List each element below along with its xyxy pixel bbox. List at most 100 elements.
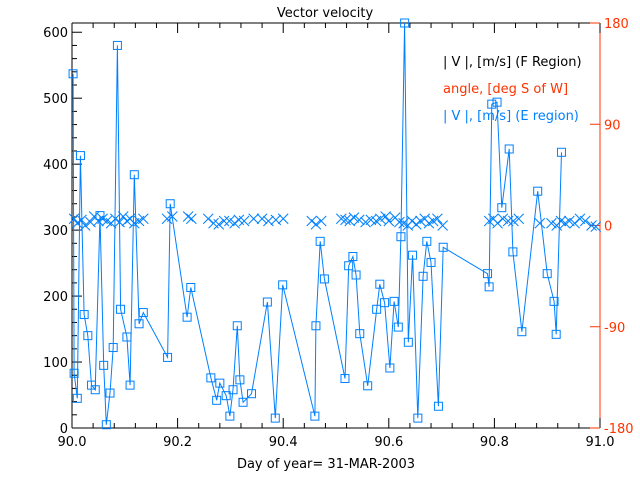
y-left-tick-label: 100 xyxy=(43,356,68,371)
data-point-x xyxy=(360,216,371,228)
x-marker-stroke xyxy=(85,216,96,228)
x-marker-stroke xyxy=(248,213,259,225)
data-point-square xyxy=(389,296,399,306)
y-right-tick-label: -90 xyxy=(604,321,625,336)
x-marker-stroke xyxy=(79,220,91,231)
x-marker-stroke xyxy=(233,214,245,226)
data-point-square xyxy=(413,413,423,423)
data-point-square xyxy=(315,236,325,246)
data-point-square xyxy=(112,40,122,50)
x-marker-stroke xyxy=(208,217,219,229)
y-left-tick-label: 400 xyxy=(43,158,68,173)
series-angle xyxy=(68,211,602,232)
data-point-square xyxy=(400,18,410,28)
data-point-x xyxy=(344,215,356,227)
legend-entry-e-region: | V |, [m/s] (E region) xyxy=(443,109,579,124)
data-point-square xyxy=(355,329,365,339)
x-marker-stroke xyxy=(497,213,509,225)
data-point-square xyxy=(556,147,566,157)
x-marker-stroke xyxy=(353,214,365,226)
data-point-x xyxy=(508,215,519,227)
x-marker-stroke xyxy=(277,213,289,225)
data-point-x xyxy=(306,215,318,227)
data-point-square xyxy=(311,321,321,331)
data-point-square xyxy=(517,327,527,337)
data-point-x xyxy=(218,215,230,227)
data-point-x xyxy=(310,219,322,230)
x-marker-stroke xyxy=(114,216,125,228)
data-point-square xyxy=(72,393,82,403)
x-marker-stroke xyxy=(555,215,567,227)
data-point-square xyxy=(134,319,144,329)
x-marker-stroke xyxy=(335,213,347,225)
data-point-x xyxy=(410,219,422,230)
data-point-square xyxy=(310,411,320,421)
data-point-square xyxy=(129,170,139,180)
x-tick-label: 91.0 xyxy=(586,435,615,450)
data-point-square xyxy=(319,274,329,284)
chart-title: Vector velocity xyxy=(277,6,374,21)
data-point-square xyxy=(504,144,514,154)
x-marker-stroke xyxy=(218,215,230,227)
data-point-square xyxy=(105,388,115,398)
x-marker-stroke xyxy=(365,214,377,226)
data-point-x xyxy=(137,213,149,225)
data-point-square xyxy=(186,283,196,293)
data-point-x xyxy=(546,217,557,229)
data-point-x xyxy=(569,217,581,229)
data-point-x xyxy=(406,215,418,227)
x-marker-stroke xyxy=(166,211,178,222)
data-point-square xyxy=(163,352,173,362)
data-point-square xyxy=(408,250,418,260)
data-point-square xyxy=(497,203,507,213)
data-point-x xyxy=(182,211,194,222)
data-point-square xyxy=(138,308,148,318)
data-point-square xyxy=(212,395,222,405)
x-marker-stroke xyxy=(586,220,597,231)
data-point-square xyxy=(393,322,403,332)
x-marker-stroke xyxy=(263,215,274,227)
x-marker-stroke xyxy=(502,215,514,227)
data-point-square xyxy=(238,397,248,407)
data-point-square xyxy=(122,332,132,342)
data-point-square xyxy=(247,389,257,399)
data-point-square xyxy=(125,380,135,390)
data-point-square xyxy=(340,374,350,384)
data-point-square xyxy=(262,297,272,307)
y-left-tick-label: 600 xyxy=(43,26,68,41)
x-marker-stroke xyxy=(340,214,351,226)
data-point-square xyxy=(232,321,242,331)
data-point-square xyxy=(492,97,502,107)
x-marker-stroke xyxy=(310,219,322,230)
x-marker-stroke xyxy=(121,215,133,227)
x-marker-stroke xyxy=(229,217,240,229)
data-point-square xyxy=(225,411,235,421)
data-point-square xyxy=(549,296,559,306)
data-point-square xyxy=(83,331,93,341)
data-point-x xyxy=(497,213,509,225)
data-point-x xyxy=(202,213,214,225)
data-point-square xyxy=(69,368,79,378)
data-point-square xyxy=(90,385,100,395)
data-point-x xyxy=(340,214,351,226)
data-point-square xyxy=(426,257,436,267)
data-point-square xyxy=(508,247,518,257)
x-marker-stroke xyxy=(270,214,282,226)
data-point-square xyxy=(344,261,354,271)
x-marker-stroke xyxy=(508,215,519,227)
data-point-square xyxy=(221,391,231,401)
data-point-x xyxy=(248,213,259,225)
y-left-tick-label: 300 xyxy=(43,224,68,239)
data-point-square xyxy=(363,381,373,391)
data-point-x xyxy=(256,213,268,225)
data-point-x xyxy=(229,217,240,229)
x-marker-stroke xyxy=(97,213,108,225)
data-point-x xyxy=(502,215,514,227)
data-point-x xyxy=(161,213,173,225)
data-point-square xyxy=(375,279,385,289)
x-marker-stroke xyxy=(574,213,586,225)
data-point-square xyxy=(484,282,494,292)
data-point-square xyxy=(99,360,109,370)
x-marker-stroke xyxy=(213,219,225,230)
